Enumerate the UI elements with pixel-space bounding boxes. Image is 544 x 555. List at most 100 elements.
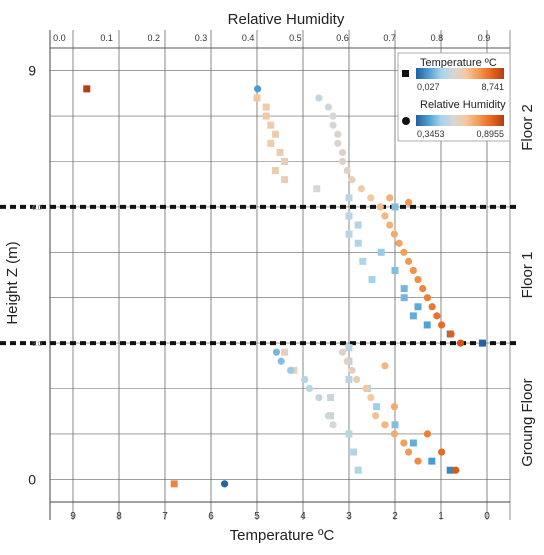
humidity-point	[277, 357, 285, 365]
top-tick-label: 0.4	[242, 33, 255, 43]
humidity-point	[367, 393, 375, 402]
bottom-tick-label: 0	[484, 511, 490, 522]
humidity-point	[343, 166, 351, 175]
floor-label: Groung Floor	[519, 378, 536, 466]
humidity-point	[386, 194, 394, 202]
legend: Temperature ºC 0,027 8,741 Relative Humi…	[397, 52, 511, 142]
bottom-tick-label: 8	[116, 511, 122, 522]
legend-humidity-marker	[402, 117, 410, 125]
humidity-point	[371, 412, 380, 420]
humidity-point	[305, 384, 314, 393]
temperature-point	[409, 439, 417, 447]
humidity-point	[338, 157, 347, 166]
humidity-point	[334, 130, 342, 138]
temperature-point	[262, 103, 270, 111]
legend-temperature-max: 8,741	[481, 82, 504, 92]
bottom-axis-title: Temperature ºC	[230, 527, 335, 544]
humidity-point	[447, 330, 455, 338]
temperature-point	[345, 344, 353, 352]
y-tick-label: 9	[28, 63, 36, 79]
temperature-point	[373, 403, 381, 411]
humidity-point	[381, 362, 389, 370]
bottom-tick-label: 5	[254, 511, 260, 522]
humidity-point	[404, 257, 413, 265]
temperature-point	[262, 112, 270, 120]
floor-labels: Groung Floor Floor 1 Floor 2	[519, 104, 536, 467]
top-tick-label: 0.1	[100, 33, 113, 43]
temperature-point	[409, 312, 417, 320]
humidity-point	[452, 466, 460, 474]
temperature-point	[400, 285, 408, 293]
temperature-point	[359, 257, 367, 265]
top-tick-label: 0.6	[336, 33, 349, 43]
humidity-point	[329, 121, 337, 129]
humidity-point	[329, 112, 337, 120]
top-tick-label: 0.7	[383, 33, 396, 43]
humidity-point	[315, 94, 323, 102]
temperature-point	[400, 294, 408, 302]
temperature-point	[281, 176, 289, 184]
temperature-point	[446, 466, 454, 474]
temperature-point	[377, 248, 385, 256]
bottom-tick-label: 9	[70, 511, 76, 522]
bottom-tick-label: 1	[438, 511, 444, 522]
humidity-point	[414, 275, 422, 284]
humidity-point	[253, 85, 262, 93]
legend-temperature-marker	[402, 70, 409, 77]
legend-temperature-title: Temperature ºC	[420, 57, 497, 69]
humidity-point	[423, 430, 432, 438]
temperature-point	[345, 430, 353, 438]
temperature-point	[354, 221, 362, 229]
legend-temperature-min: 0,027	[417, 82, 440, 92]
humidity-point	[404, 198, 413, 206]
humidity-point	[386, 221, 394, 229]
bottom-tick-label: 4	[300, 511, 306, 522]
temperature-point	[345, 230, 353, 238]
temperature-point	[345, 375, 353, 383]
temperature-point	[313, 185, 321, 193]
humidity-point	[437, 321, 446, 329]
humidity-point	[395, 239, 403, 247]
top-tick-label: 0.2	[148, 33, 161, 43]
humidity-point	[287, 366, 295, 374]
temperature-point	[267, 121, 275, 129]
temperature-point	[281, 348, 289, 356]
top-axis-title: Relative Humidity	[228, 11, 345, 28]
humidity-point	[433, 312, 441, 320]
floor-boundary-tag: 3.0	[32, 341, 42, 348]
legend-humidity-min: 0,3453	[417, 129, 445, 139]
temperature-point	[391, 266, 399, 274]
legend-box	[397, 52, 511, 142]
floor-label: Floor 2	[519, 104, 536, 151]
temperature-point	[170, 480, 178, 488]
temperature-point	[345, 212, 353, 220]
temperature-point	[271, 130, 279, 138]
humidity-point	[338, 348, 347, 356]
humidity-point	[357, 185, 365, 193]
humidity-point	[404, 448, 413, 456]
humidity-point	[456, 339, 465, 347]
humidity-point	[343, 357, 351, 365]
top-tick-label: 0.3	[195, 33, 208, 43]
humidity-point	[301, 375, 309, 384]
temperature-point	[271, 167, 279, 175]
humidity-point	[414, 457, 422, 465]
data-marks	[83, 85, 486, 488]
legend-temperature-colorbar	[416, 68, 504, 79]
temperature-point	[350, 448, 358, 456]
humidity-point	[329, 421, 337, 429]
temperature-point	[345, 194, 353, 202]
humidity-point	[390, 230, 399, 238]
humidity-point	[390, 430, 399, 438]
bottom-tick-label: 7	[162, 511, 168, 522]
temperature-point	[354, 466, 362, 474]
floor-boundaries: 3.0 6.0	[0, 204, 517, 348]
humidity-point	[381, 212, 389, 220]
top-tick-label: 0.0	[53, 33, 66, 43]
ticks: 9 8 7 6 5 4 3 2 1 0 0.0 0.1 0.2 0.3 0.4 0.5 0.6 0.7 0.8 0.9…	[28, 33, 490, 522]
humidity-point	[419, 285, 427, 293]
floor-label: Floor 1	[519, 252, 536, 299]
y-tick-label: 0	[28, 471, 36, 487]
humidity-point	[220, 480, 229, 488]
